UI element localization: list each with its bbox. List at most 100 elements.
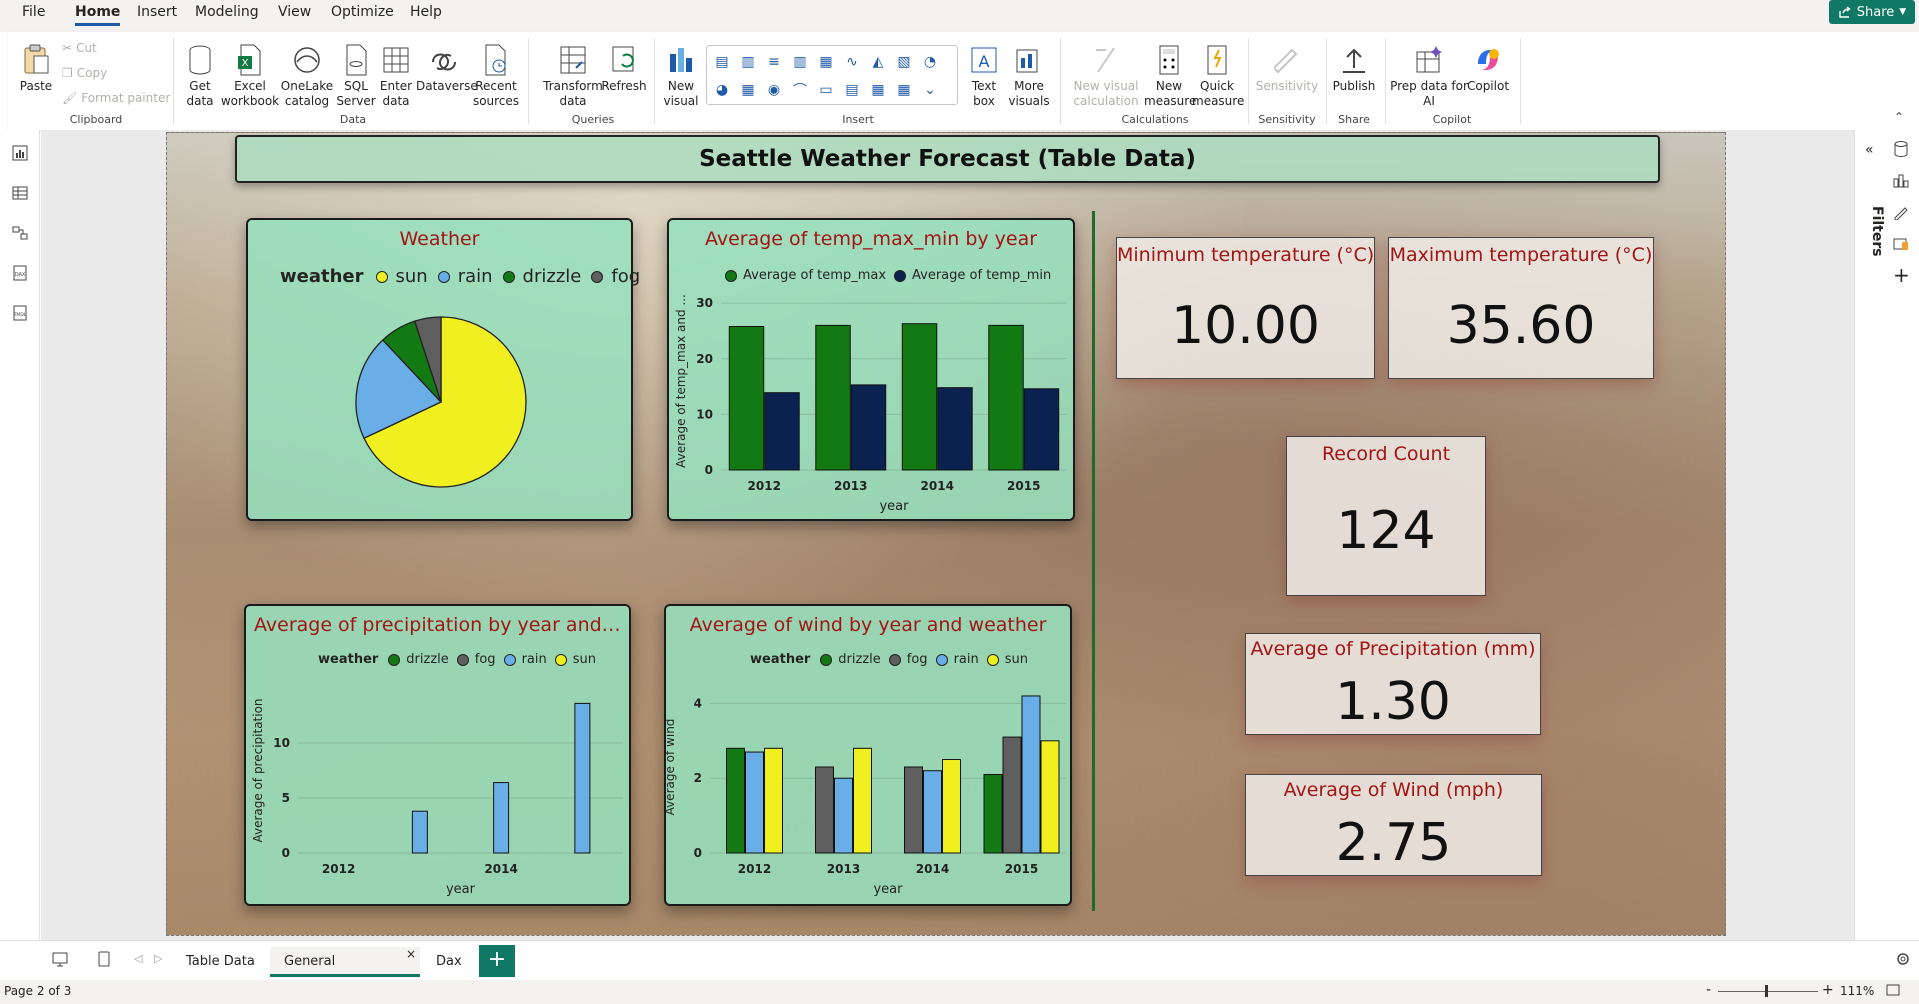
- paste-button[interactable]: Paste: [18, 40, 54, 94]
- menu-view[interactable]: View: [278, 4, 312, 20]
- card-avg-precipitation[interactable]: Average of Precipitation (mm) 1.30: [1245, 633, 1541, 735]
- gallery-visual-icon[interactable]: ▭: [819, 82, 833, 98]
- new-measure-button[interactable]: New measure: [1144, 40, 1196, 109]
- report-view-icon[interactable]: [9, 142, 31, 164]
- gallery-visual-icon[interactable]: ◔: [923, 54, 937, 70]
- page-tab-general-information[interactable]: General Information×: [270, 947, 420, 999]
- collapse-ribbon-icon[interactable]: ⌃: [1894, 110, 1905, 124]
- desktop-layout-icon[interactable]: [52, 951, 68, 971]
- tmdl-view-icon[interactable]: TMDL: [9, 302, 31, 324]
- bar-drizzle-2015[interactable]: [983, 773, 1003, 854]
- excel-workbook-button[interactable]: X Excel workbook: [220, 40, 280, 109]
- menu-optimize[interactable]: Optimize: [331, 4, 394, 20]
- sensitivity-button[interactable]: Sensitivity: [1254, 40, 1320, 94]
- temp-bar-visual[interactable]: Average of temp_max_min by year Average …: [667, 218, 1075, 521]
- enter-data-button[interactable]: Enter data: [376, 40, 416, 109]
- bar-Average-of-temp_min-2014[interactable]: [937, 387, 973, 471]
- onelake-catalog-button[interactable]: OneLake catalog: [278, 40, 336, 109]
- gallery-visual-icon[interactable]: ▧: [897, 54, 911, 70]
- card-record-count[interactable]: Record Count 124: [1286, 436, 1486, 596]
- gallery-visual-icon[interactable]: ▥: [793, 54, 807, 70]
- zoom-slider[interactable]: [1718, 991, 1818, 992]
- pie-slice-sun[interactable]: [363, 316, 527, 488]
- filters-pane-label[interactable]: Filters: [1869, 206, 1885, 257]
- card-max-temperature[interactable]: Maximum temperature (°C) 35.60: [1388, 237, 1654, 379]
- cut-button[interactable]: ✂ Cut: [62, 41, 97, 55]
- report-title[interactable]: Seattle Weather Forecast (Table Data): [235, 135, 1660, 183]
- share-button[interactable]: Share ▼: [1829, 0, 1915, 24]
- bar-rain-2014[interactable]: [493, 782, 510, 854]
- close-tab-icon[interactable]: ×: [405, 947, 416, 961]
- bar-Average-of-temp_max-2014[interactable]: [901, 323, 938, 471]
- page-tab-table-data[interactable]: Table Data: [186, 954, 255, 969]
- gear-icon[interactable]: [1894, 950, 1912, 972]
- menu-help[interactable]: Help: [410, 4, 442, 20]
- gallery-visual-icon[interactable]: ⌄: [924, 82, 936, 98]
- gallery-visual-icon[interactable]: ∿: [846, 54, 858, 70]
- dax-query-view-icon[interactable]: DAX: [9, 262, 31, 284]
- card-min-temperature[interactable]: Minimum temperature (°C) 10.00: [1116, 237, 1375, 379]
- recent-sources-button[interactable]: Recent sources: [470, 40, 522, 109]
- model-view-icon[interactable]: [9, 222, 31, 244]
- table-view-icon[interactable]: [9, 182, 31, 204]
- dataverse-button[interactable]: Dataverse: [416, 40, 478, 94]
- add-pane-icon[interactable]: +: [1893, 263, 1910, 287]
- quick-measure-button[interactable]: Quick measure: [1192, 40, 1244, 109]
- visual-gallery[interactable]: ▤ ▥ ≡ ▥ ▦ ∿ ◭ ▧ ◔ ◕ ▦ ◉ ⌒ ▭ ▤ ▦ ▦ ⌄: [706, 45, 958, 105]
- zoom-slider-handle[interactable]: [1765, 985, 1768, 997]
- bar-Average-of-temp_min-2013[interactable]: [850, 384, 887, 471]
- pie-slice-fog[interactable]: [413, 316, 442, 403]
- bar-Average-of-temp_min-2012[interactable]: [764, 392, 800, 471]
- gallery-visual-icon[interactable]: ◉: [767, 82, 781, 98]
- menu-home[interactable]: Home: [75, 0, 121, 26]
- gallery-visual-icon[interactable]: ◕: [715, 82, 729, 98]
- bar-fog-2013[interactable]: [815, 766, 834, 854]
- gallery-visual-icon[interactable]: ▦: [871, 82, 885, 98]
- more-visuals-button[interactable]: More visuals: [1004, 40, 1054, 109]
- next-page-icon[interactable]: ▷: [154, 952, 163, 965]
- card-avg-wind[interactable]: Average of Wind (mph) 2.75: [1245, 774, 1542, 876]
- copy-button[interactable]: ❐ Copy: [62, 66, 108, 80]
- bar-drizzle-2012[interactable]: [726, 747, 745, 854]
- bookmarks-pane-icon[interactable]: [1893, 236, 1909, 256]
- text-box-button[interactable]: A Text box: [964, 40, 1004, 109]
- gallery-visual-icon[interactable]: ≡: [768, 54, 780, 70]
- menu-insert[interactable]: Insert: [137, 4, 178, 20]
- precip-bar-visual[interactable]: Average of precipitation by year and ...…: [244, 604, 631, 906]
- fit-to-page-icon[interactable]: [1886, 984, 1900, 999]
- zoom-out-button[interactable]: -: [1706, 982, 1712, 998]
- get-data-button[interactable]: Get data: [178, 40, 222, 109]
- gallery-visual-icon[interactable]: ▤: [715, 54, 729, 70]
- bar-fog-2015[interactable]: [1002, 736, 1022, 854]
- gallery-visual-icon[interactable]: ⌒: [793, 83, 807, 99]
- gallery-visual-icon[interactable]: ▦: [819, 54, 833, 70]
- format-painter-button[interactable]: 🖌 Format painter: [62, 91, 171, 105]
- prep-data-for-ai-button[interactable]: Prep data for AI: [1388, 40, 1470, 109]
- gallery-visual-icon[interactable]: ▦: [741, 82, 755, 98]
- bar-rain-2012[interactable]: [745, 751, 764, 854]
- copilot-button[interactable]: Copilot: [1460, 40, 1516, 94]
- bar-Average-of-temp_min-2015[interactable]: [1023, 388, 1060, 471]
- bar-sun-2014[interactable]: [942, 759, 961, 854]
- new-visual-button[interactable]: New visual: [658, 40, 704, 109]
- bar-rain-2013[interactable]: [834, 777, 853, 854]
- sql-server-button[interactable]: SQL Server: [334, 40, 378, 109]
- bar-sun-2013[interactable]: [853, 747, 872, 854]
- menu-file[interactable]: File: [22, 4, 46, 20]
- refresh-button[interactable]: Refresh: [600, 40, 648, 94]
- collapse-filters-icon[interactable]: «: [1865, 142, 1874, 158]
- prev-page-icon[interactable]: ◁: [134, 952, 143, 965]
- bar-rain-2015[interactable]: [1021, 695, 1041, 854]
- weather-pie-visual[interactable]: Weather weather sun rain drizzle fog: [246, 218, 640, 521]
- bar-Average-of-temp_max-2013[interactable]: [815, 324, 851, 471]
- bar-sun-2012[interactable]: [764, 747, 783, 854]
- bar-rain-2015[interactable]: [574, 702, 591, 854]
- gallery-visual-icon[interactable]: ▥: [741, 54, 755, 70]
- menu-modeling[interactable]: Modeling: [195, 4, 259, 20]
- bar-sun-2015[interactable]: [1040, 740, 1060, 854]
- wind-bar-visual[interactable]: Average of wind by year and weather weat…: [664, 604, 1072, 906]
- gallery-visual-icon[interactable]: ▤: [845, 82, 859, 98]
- gallery-visual-icon[interactable]: ◭: [872, 54, 884, 70]
- zoom-in-button[interactable]: +: [1822, 982, 1834, 998]
- transform-data-button[interactable]: Transform data: [536, 40, 610, 109]
